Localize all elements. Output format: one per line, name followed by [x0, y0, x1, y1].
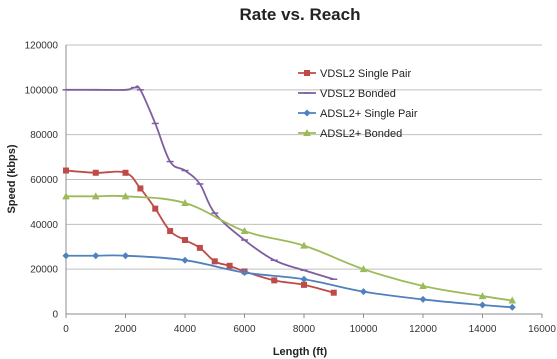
data-point — [360, 288, 367, 296]
data-point — [182, 237, 188, 244]
x-tick-label: 12000 — [409, 324, 437, 335]
series-adsl2-single-pair — [62, 252, 516, 311]
data-point — [91, 192, 100, 200]
data-point — [181, 256, 189, 264]
x-tick-label: 8000 — [293, 324, 316, 335]
series-vdsl2-bonded — [62, 85, 338, 281]
legend-swatch-marker — [303, 129, 311, 136]
x-tick-label: 14000 — [469, 324, 497, 335]
x-axis-ticks: 0 2000 4000 6000 8000 10000 12000 14000 16000 — [63, 324, 556, 335]
y-tick-label: 0 — [52, 310, 58, 321]
series-line — [66, 254, 513, 309]
data-point — [181, 199, 189, 207]
data-point — [152, 205, 159, 212]
data-point — [121, 192, 130, 200]
data-point — [241, 269, 248, 277]
data-point — [301, 281, 307, 288]
data-point — [359, 265, 368, 273]
data-point — [271, 277, 278, 284]
series-group — [62, 85, 517, 311]
data-point — [62, 192, 70, 200]
data-point — [92, 252, 100, 260]
data-point — [508, 296, 517, 304]
series-adsl2-bonded — [62, 192, 517, 304]
data-point — [508, 303, 516, 311]
legend-swatch-marker — [303, 109, 311, 117]
chart-title: Rate vs. Reach — [240, 5, 361, 24]
data-point — [122, 169, 129, 176]
y-tick-label: 60000 — [30, 175, 58, 186]
legend-item: VDSL2 Bonded — [298, 88, 396, 100]
y-tick-label: 40000 — [30, 220, 58, 231]
legend-label: VDSL2 Bonded — [320, 88, 396, 100]
series-line — [65, 169, 334, 294]
y-axis-title: Speed (kbps) — [6, 144, 18, 213]
data-point — [330, 289, 337, 296]
x-tick-label: 2000 — [114, 324, 137, 335]
legend-swatch-marker — [304, 70, 310, 76]
legend-item: ADSL2+ Single Pair — [298, 108, 418, 120]
x-axis-title: Length (ft) — [273, 346, 328, 358]
y-tick-label: 120000 — [25, 41, 59, 52]
legend-label: ADSL2+ Bonded — [320, 128, 402, 140]
data-point — [300, 275, 308, 283]
data-point — [167, 228, 174, 235]
data-point — [300, 241, 308, 249]
legend-label: VDSL2 Single Pair — [320, 68, 411, 80]
data-point — [211, 258, 218, 265]
data-point — [240, 227, 249, 235]
y-tick-label: 100000 — [25, 85, 59, 96]
grid-lines — [66, 44, 542, 315]
series-line — [66, 194, 513, 302]
data-point — [196, 244, 203, 251]
data-point — [419, 281, 427, 289]
legend: VDSL2 Single Pair VDSL2 Bonded ADSL2+ Sing… — [298, 68, 418, 140]
data-point — [419, 295, 427, 303]
data-point — [92, 169, 99, 176]
x-tick-label: 6000 — [233, 324, 256, 335]
legend-label: ADSL2+ Single Pair — [320, 108, 418, 120]
x-tick-label: 4000 — [174, 324, 197, 335]
x-tick-label: 10000 — [350, 324, 378, 335]
data-point — [226, 262, 233, 269]
data-point — [62, 252, 70, 260]
x-tick-label: 0 — [63, 324, 69, 335]
legend-item: VDSL2 Single Pair — [298, 68, 411, 80]
legend-item: ADSL2+ Bonded — [298, 128, 402, 140]
y-tick-label: 80000 — [30, 130, 58, 141]
data-point — [63, 167, 69, 174]
series-vdsl2-single-pair — [63, 167, 337, 296]
data-point — [137, 185, 144, 192]
y-axis-ticks: 0 20000 40000 60000 80000 100000 120000 — [25, 41, 59, 321]
data-point — [479, 301, 486, 309]
data-point — [122, 252, 129, 260]
data-point — [478, 292, 487, 300]
y-tick-label: 20000 — [30, 265, 58, 276]
x-tick-label: 16000 — [528, 324, 556, 335]
